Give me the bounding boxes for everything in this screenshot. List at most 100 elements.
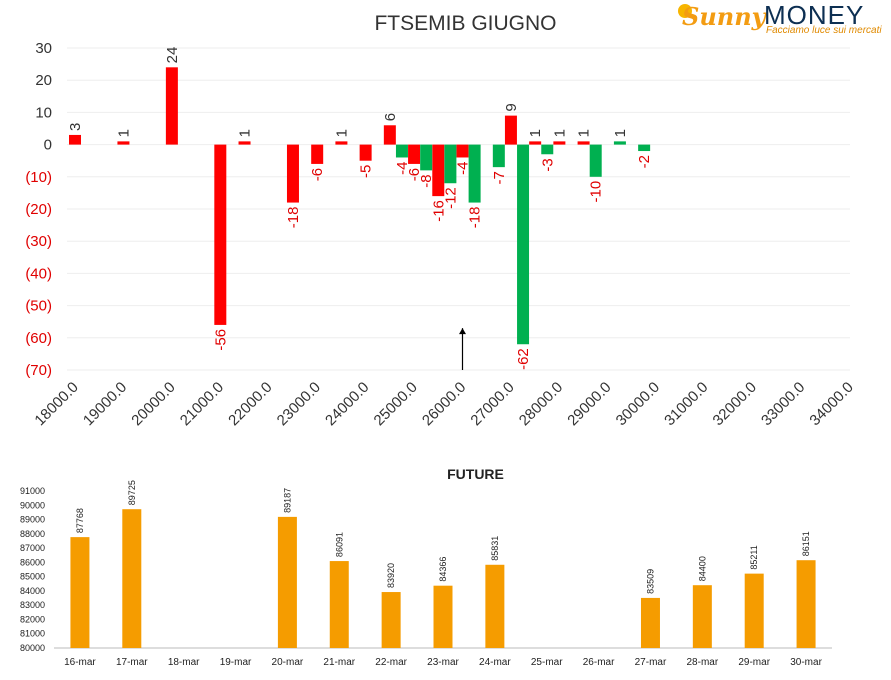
y-tick-label: (50) [25,298,52,315]
bar [122,509,142,648]
x-category-label: 29-mar [738,657,770,668]
bar [238,141,251,145]
y-tick-label: 80000 [20,643,45,653]
bar-data-label: -7 [491,171,508,184]
bar-data-label: 86091 [334,532,344,557]
x-tick-label: 29000.0 [564,379,614,429]
sunny-money-logo: Sunny MONEY Facciamo luce sui mercati [678,0,885,42]
bar [456,144,469,158]
x-tick-label: 33000.0 [758,379,808,429]
bar-data-label: -12 [442,187,459,209]
y-tick-label: 30 [35,40,52,57]
y-tick-label: 10 [35,104,52,121]
bar [504,115,517,145]
y-tick-label: 86000 [20,557,45,567]
x-category-label: 30-mar [790,657,822,668]
y-tick-label: 88000 [20,529,45,539]
bar [277,516,297,648]
bar [492,144,505,168]
bar [117,141,130,145]
logo-tagline: Facciamo luce sui mercati [766,25,882,36]
y-tick-label: 82000 [20,614,45,624]
bar-data-label: -18 [285,207,302,229]
x-category-label: 25-mar [531,657,563,668]
y-tick-label: 87000 [20,543,45,553]
bar [517,144,530,345]
bar [541,144,554,155]
bar [796,560,816,648]
bar [432,144,445,197]
future-price-chart: 91000 90000 89000 88000 87000 86000 85000 84000… [20,480,832,668]
bar-data-label: 1 [115,129,132,137]
logo-money-text: MONEY [764,0,865,30]
bar [70,537,90,648]
bar [638,144,651,152]
y-tick-label: 90000 [20,500,45,510]
x-category-label: 16-mar [64,657,96,668]
x-tick-label: 34000.0 [806,379,856,429]
bar-data-label: 85831 [490,536,500,561]
x-tick-label: 20000.0 [128,379,178,429]
bar-data-label: 1 [237,129,254,137]
x-tick-label: 22000.0 [225,379,275,429]
y-tick-label: (30) [25,233,52,250]
bar-data-label: 83509 [645,569,655,594]
x-category-label: 18-mar [168,657,200,668]
bar-data-label: 83920 [386,563,396,588]
arrow-head-icon [459,328,466,335]
bar-data-label: 86151 [801,531,811,556]
y-tick-label: 0 [44,137,52,154]
x-tick-label: 19000.0 [80,379,130,429]
bar [408,144,421,164]
bar-data-label: 3 [67,123,84,131]
sun-icon [678,4,692,18]
bar [589,144,602,177]
bar-data-label: -18 [467,207,484,229]
bar-data-label: -6 [309,168,326,181]
x-tick-label: 31000.0 [661,379,711,429]
bar [69,134,81,145]
x-category-label: 20-mar [272,657,304,668]
x-category-label: 27-mar [635,657,667,668]
x-category-label: 26-mar [583,657,615,668]
x-category-label: 19-mar [220,657,252,668]
x-tick-label: 25000.0 [371,379,421,429]
bar-data-label: -4 [455,161,472,174]
x-category-label: 22-mar [375,657,407,668]
bar [692,585,712,648]
bar [433,585,453,648]
bar-data-label: -3 [539,158,556,171]
bar [613,141,626,145]
y-tick-label: (40) [25,265,52,282]
options-open-interest-chart: 30 20 10 0 (10) (20) (30) (40) (50) (60) (70)18000… [25,40,857,429]
bar [529,141,542,145]
bar [381,592,401,648]
bar [444,144,457,184]
x-tick-label: 27000.0 [467,379,517,429]
future-chart-title: FUTURE [447,466,504,482]
x-tick-label: 26000.0 [419,379,469,429]
bar-data-label: 84366 [438,557,448,582]
bar-data-label: -6 [406,168,423,181]
bar-data-label: -8 [418,174,435,187]
y-tick-label: (20) [25,201,52,218]
bar [286,144,299,203]
x-category-label: 24-mar [479,657,511,668]
bar [335,141,348,145]
bar [383,125,396,145]
x-tick-label: 23000.0 [274,379,324,429]
bar [395,144,408,158]
y-tick-label: 81000 [20,629,45,639]
x-tick-label: 18000.0 [31,379,81,429]
x-tick-label: 32000.0 [710,379,760,429]
y-tick-label: 84000 [20,586,45,596]
bar-data-label: 1 [612,129,629,137]
x-tick-label: 21000.0 [177,379,227,429]
bar-data-label: 24 [164,47,181,64]
bar [485,564,505,648]
bar [214,144,227,325]
bar-data-label: 87768 [75,508,85,533]
bar-data-label: 9 [503,103,520,111]
bar [329,561,349,648]
